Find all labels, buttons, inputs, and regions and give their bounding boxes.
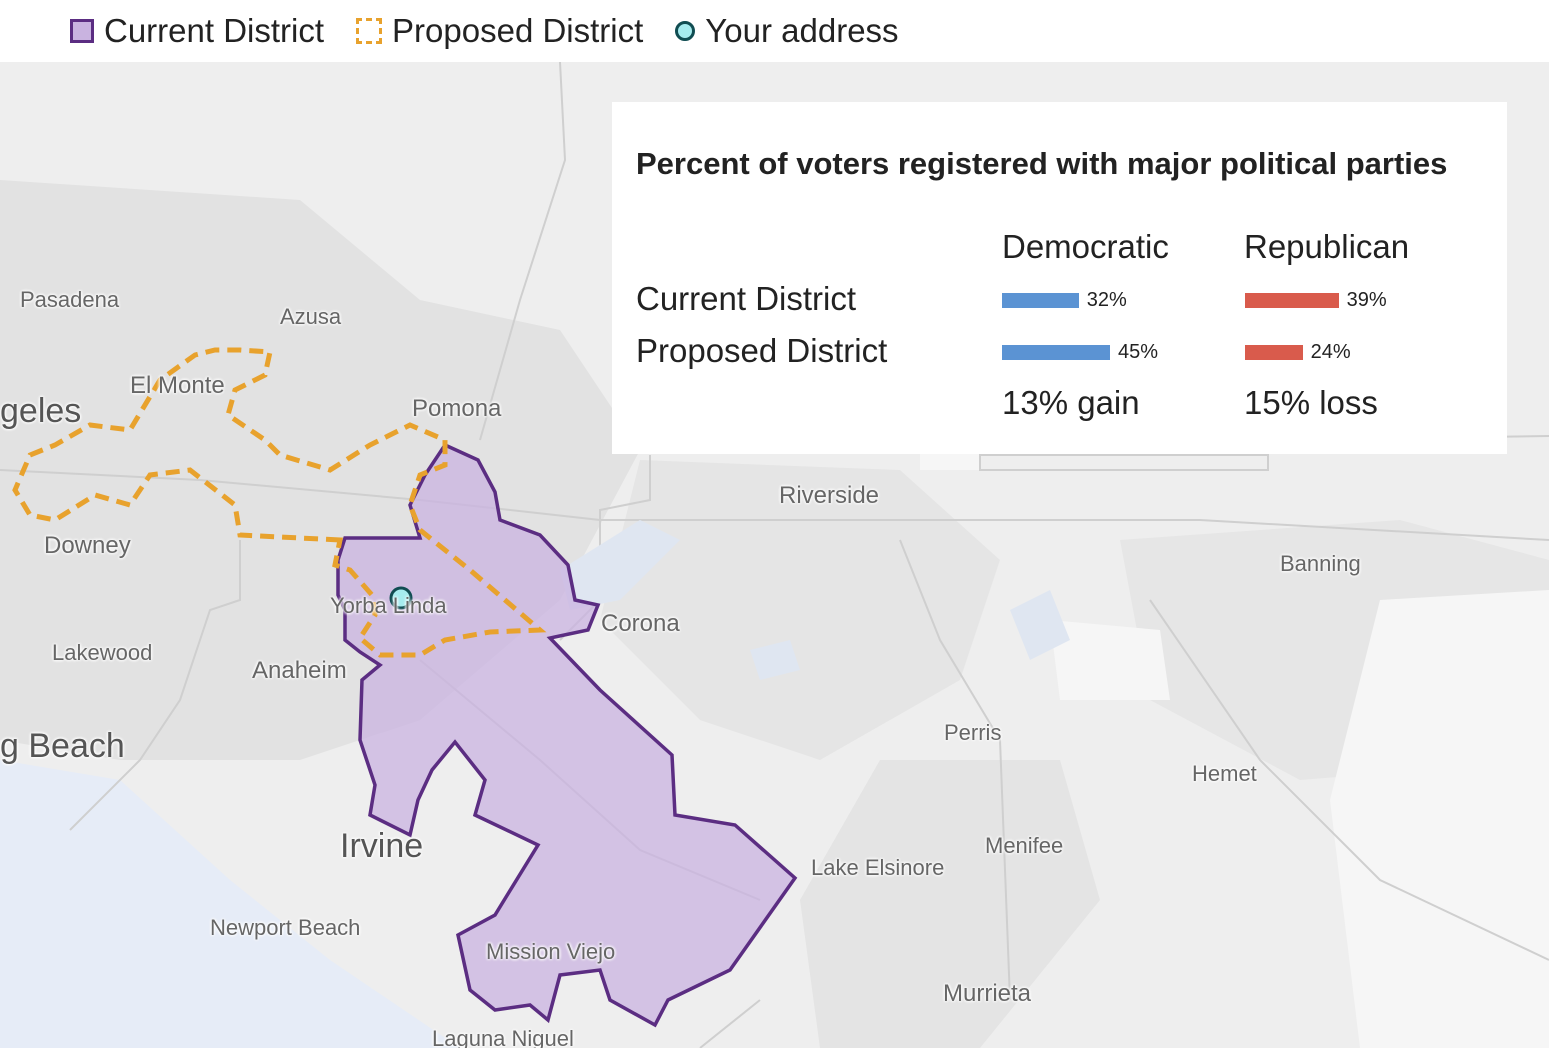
place-perris: Perris bbox=[944, 720, 1002, 745]
address-marker-swatch-icon bbox=[675, 21, 696, 41]
legend-current-label: Current District bbox=[104, 12, 325, 49]
proposed-district-swatch-icon bbox=[356, 18, 383, 44]
row-label-current-district: Current District bbox=[636, 280, 857, 317]
proposed-district-outline bbox=[12, 347, 547, 658]
party-registration-panel: Percent of voters registered with major … bbox=[612, 102, 1507, 454]
bar-proposed-democratic bbox=[1002, 345, 1110, 360]
place-mission-viejo: Mission Viejo bbox=[486, 939, 616, 964]
place-corona: Corona bbox=[601, 610, 680, 637]
place-lakewood: Lakewood bbox=[52, 640, 153, 665]
place-murrieta: Murrieta bbox=[943, 980, 1032, 1007]
republican-change: 15% loss bbox=[1244, 384, 1378, 421]
pct-current-republican: 39% bbox=[1346, 289, 1387, 311]
panel-title: Percent of voters registered with major … bbox=[636, 146, 1448, 181]
place-laguna-niguel: Laguna Niguel bbox=[432, 1026, 574, 1048]
place-banning: Banning bbox=[1280, 551, 1361, 576]
place-azusa: Azusa bbox=[280, 304, 342, 329]
place-riverside: Riverside bbox=[779, 482, 880, 509]
legend-proposed-label: Proposed District bbox=[392, 12, 644, 49]
current-district-polygon bbox=[336, 442, 798, 1028]
place-menifee: Menifee bbox=[985, 833, 1064, 858]
democratic-change: 13% gain bbox=[1002, 384, 1140, 421]
place-downey: Downey bbox=[44, 532, 131, 559]
place-pomona: Pomona bbox=[412, 395, 502, 422]
ocean-area bbox=[0, 760, 460, 1048]
place-lake-elsinore: Lake Elsinore bbox=[811, 855, 945, 880]
bar-current-democratic bbox=[1002, 293, 1079, 308]
legend-proposed-district: Proposed District bbox=[356, 12, 643, 50]
place-long-beach: g Beach bbox=[0, 727, 125, 765]
place-los-angeles: geles bbox=[0, 392, 82, 430]
current-district-swatch-icon bbox=[70, 19, 94, 43]
legend-current-district: Current District bbox=[70, 12, 324, 50]
water-bodies bbox=[560, 520, 1070, 680]
your-address-marker-icon bbox=[389, 586, 413, 610]
legend-your-address: Your address bbox=[675, 12, 899, 50]
pct-current-democratic: 32% bbox=[1086, 289, 1127, 311]
column-header-republican: Republican bbox=[1244, 228, 1410, 265]
pct-proposed-republican: 24% bbox=[1310, 341, 1351, 363]
row-label-proposed-district: Proposed District bbox=[636, 332, 888, 369]
place-hemet: Hemet bbox=[1192, 761, 1257, 786]
place-irvine: Irvine bbox=[340, 827, 424, 865]
place-pasadena: Pasadena bbox=[20, 287, 120, 312]
place-anaheim: Anaheim bbox=[252, 657, 347, 684]
map-legend: Current District Proposed District Your … bbox=[0, 0, 1549, 62]
column-header-democratic: Democratic bbox=[1002, 228, 1169, 265]
legend-address-label: Your address bbox=[705, 12, 899, 49]
map-canvas bbox=[0, 62, 1549, 1048]
bar-proposed-republican bbox=[1245, 345, 1303, 360]
bar-current-republican bbox=[1245, 293, 1339, 308]
place-yorba-linda: Yorba Linda bbox=[330, 593, 447, 618]
place-el-monte: El Monte bbox=[130, 372, 225, 399]
pct-proposed-democratic: 45% bbox=[1118, 341, 1159, 363]
place-newport-beach: Newport Beach bbox=[210, 915, 361, 940]
